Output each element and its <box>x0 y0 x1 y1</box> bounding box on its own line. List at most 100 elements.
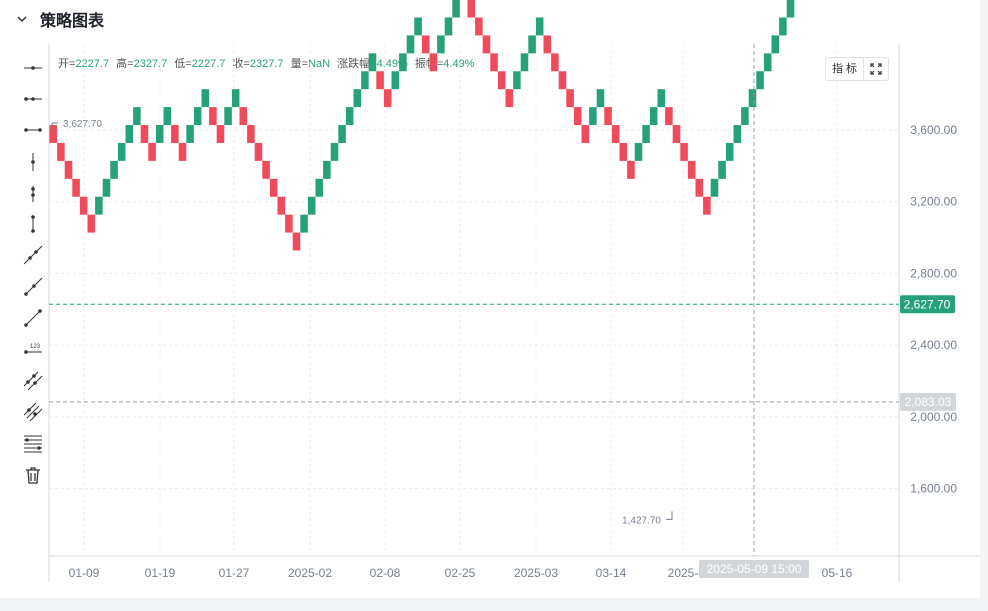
y-tick-label: 2,400.00 <box>910 338 957 352</box>
renko-brick <box>216 125 225 143</box>
vertical-ray-icon <box>31 185 35 202</box>
renko-brick <box>520 53 529 72</box>
renko-brick <box>95 196 103 215</box>
renko-brick <box>558 71 567 90</box>
renko-brick <box>604 107 612 126</box>
parallel-channel-icon <box>23 371 43 390</box>
segment-tool[interactable] <box>20 302 46 333</box>
renko-brick <box>535 17 544 36</box>
renko-brick <box>79 196 88 215</box>
ray-icon <box>24 277 43 296</box>
x-tick-label: 01-27 <box>219 566 250 580</box>
card-header[interactable]: 策略图表 <box>16 8 104 30</box>
renko-brick <box>733 125 742 143</box>
volume-value: NaN <box>308 58 331 70</box>
vertical-line-tool[interactable] <box>20 146 46 177</box>
renko-brick <box>611 125 620 143</box>
renko-brick <box>589 107 597 126</box>
high-value: 2327.7 <box>133 58 168 70</box>
y-tick-label: 2,000.00 <box>910 410 957 424</box>
amplitude-value: 4.49% <box>443 58 475 70</box>
price-channel-icon <box>23 402 43 422</box>
drawing-toolbar: 123 <box>20 52 46 490</box>
segment-icon <box>24 309 42 327</box>
indicator-button[interactable]: 指 标 <box>832 63 858 75</box>
renko-brick <box>57 142 65 161</box>
y-tick-label: 1,600.00 <box>910 482 957 496</box>
fibonacci-icon <box>24 435 42 453</box>
renko-brick <box>277 196 286 215</box>
renko-brick <box>399 53 407 72</box>
renko-brick <box>581 125 590 143</box>
renko-brick <box>619 142 628 161</box>
y-tick-label: 3,600.00 <box>910 123 957 137</box>
renko-brick <box>642 125 650 143</box>
renko-brick <box>741 107 749 126</box>
renko-brick <box>345 107 354 126</box>
renko-brick <box>209 107 217 126</box>
vertical-ray-tool[interactable] <box>20 177 46 208</box>
renko-brick <box>573 107 582 126</box>
grid-lines <box>49 44 899 556</box>
renko-brick <box>376 71 384 90</box>
renko-brick <box>649 107 658 126</box>
close-value: 2327.7 <box>249 58 284 70</box>
renko-brick <box>292 232 301 251</box>
renko-brick <box>110 160 118 179</box>
renko-brick <box>87 214 96 233</box>
x-tick-label: 01-09 <box>69 566 100 580</box>
crosshair-price-tag <box>900 392 956 411</box>
fullscreen-button[interactable] <box>863 58 888 80</box>
x-tick-label: 05-16 <box>822 566 853 580</box>
renko-brick <box>497 71 506 90</box>
volume-label: 量= <box>290 58 309 70</box>
strategy-chart-card: 策略图表 123 开=2227.7 高=2327.7 低=2227.7 收=23… <box>0 0 980 598</box>
horizontal-segment-tool[interactable] <box>20 115 46 146</box>
renko-brick <box>193 107 202 126</box>
renko-brick <box>672 125 681 143</box>
horizontal-line-tool[interactable] <box>20 52 46 83</box>
renko-chart[interactable]: 3,600.00 3,200.00 2,800.00 2,400.00 2,000.00… <box>0 0 980 598</box>
x-tick-label: 01-19 <box>145 566 176 580</box>
horizontal-ray-tool[interactable] <box>20 83 46 114</box>
renko-brick <box>406 35 415 54</box>
fullscreen-icon <box>870 63 882 75</box>
renko-brick <box>148 142 156 161</box>
price-line-tool[interactable]: 123 <box>20 334 46 365</box>
renko-brick <box>323 160 331 179</box>
renko-brick <box>239 107 248 126</box>
trash-tool[interactable] <box>20 459 46 490</box>
renko-brick <box>102 178 111 197</box>
renko-brick <box>383 89 392 108</box>
fibonacci-tool[interactable] <box>20 428 46 459</box>
vertical-segment-icon <box>31 215 35 233</box>
renko-brick <box>551 53 559 72</box>
renko-brick <box>718 160 726 179</box>
renko-brick <box>353 89 362 108</box>
renko-brick <box>300 214 308 233</box>
low-value: 2227.7 <box>191 58 226 70</box>
renko-brick <box>543 35 552 54</box>
renko-brick <box>254 142 263 161</box>
trash-icon <box>26 466 40 484</box>
ray-tool[interactable] <box>20 271 46 302</box>
horizontal-segment-icon <box>24 128 42 133</box>
parallel-channel-tool[interactable] <box>20 365 46 396</box>
renko-brick <box>171 125 179 143</box>
renko-brick <box>338 125 346 143</box>
straight-line-tool[interactable] <box>20 240 46 271</box>
price-channel-tool[interactable] <box>20 396 46 427</box>
renko-brick <box>361 71 369 90</box>
renko-brick <box>467 0 476 18</box>
crosshair-time-tag <box>699 560 809 578</box>
low-label: 低= <box>174 58 192 70</box>
price-line-icon: 123 <box>24 344 42 355</box>
renko-brick <box>64 160 73 179</box>
x-tick-label: 02-25 <box>445 566 476 580</box>
renko-brick <box>490 53 498 72</box>
renko-brick <box>703 196 711 215</box>
chevron-down-icon[interactable] <box>16 13 28 25</box>
renko-brick <box>452 0 460 18</box>
renko-brick <box>421 35 430 54</box>
vertical-segment-tool[interactable] <box>20 208 46 239</box>
